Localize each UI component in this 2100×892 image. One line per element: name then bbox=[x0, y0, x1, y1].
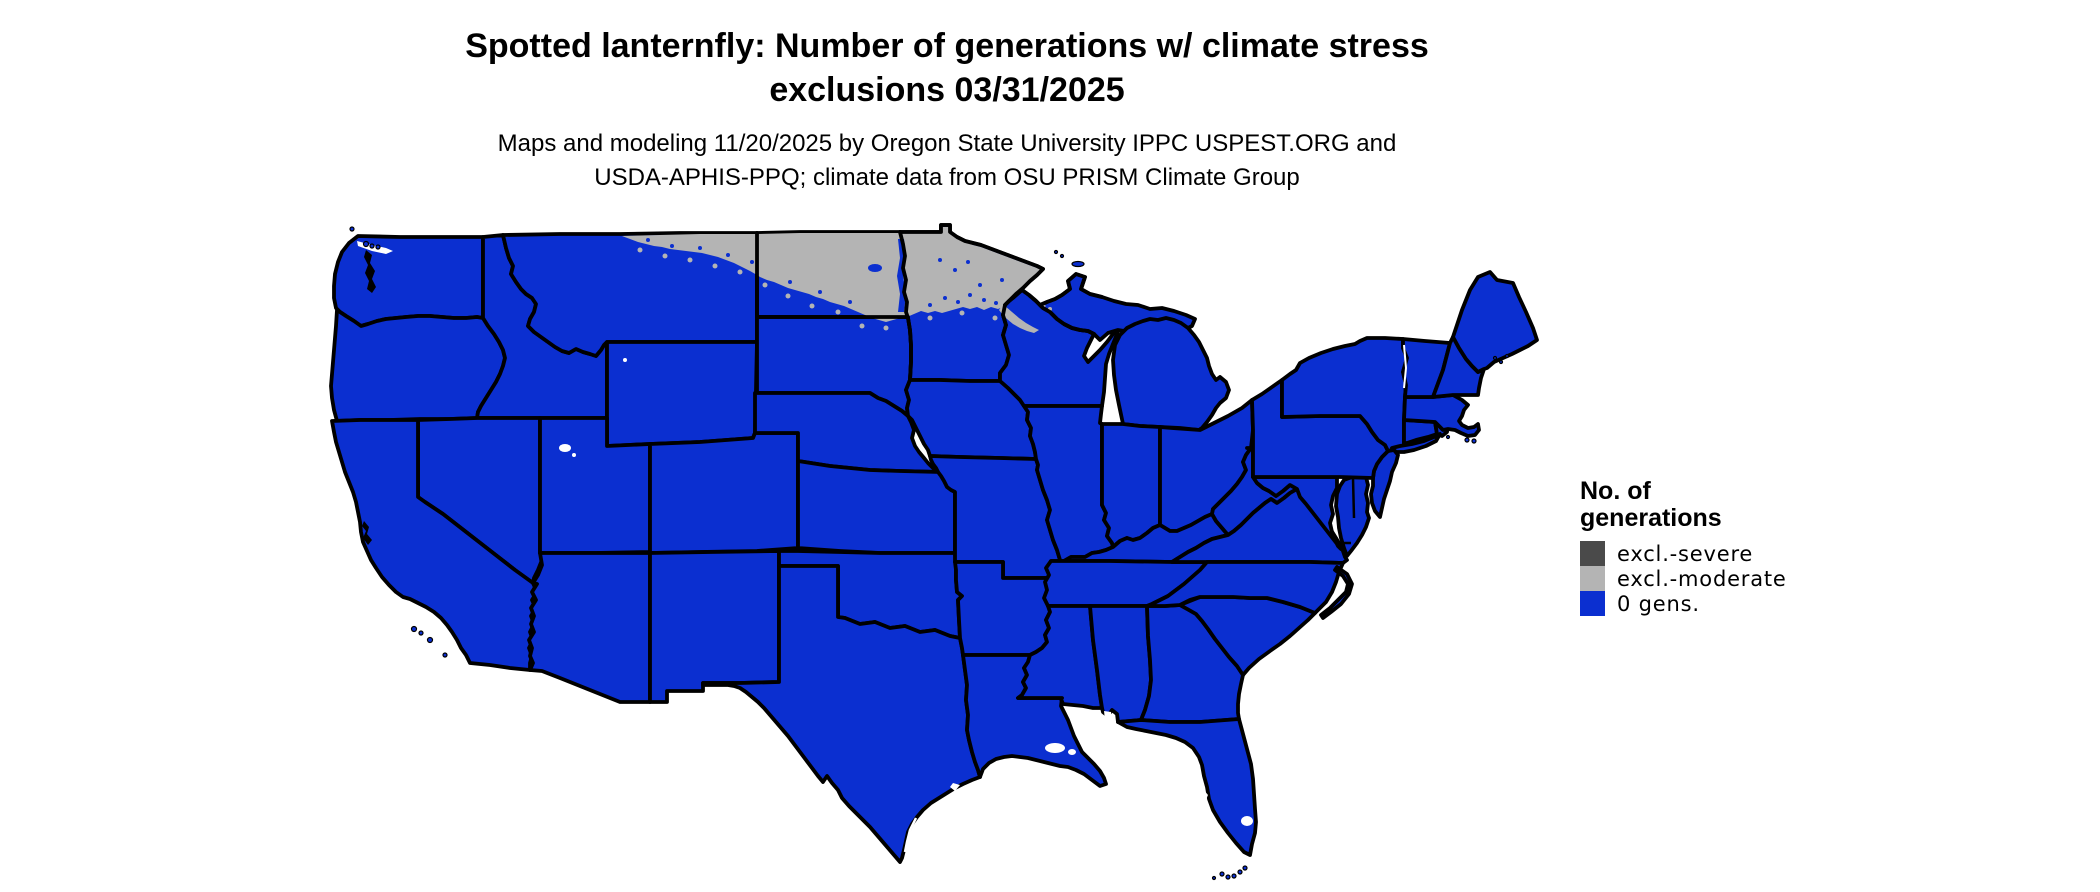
yellowstone-lake bbox=[623, 358, 627, 362]
state-washington bbox=[332, 234, 485, 328]
legend-title-line1: No. of bbox=[1580, 477, 1651, 505]
legend-item-zero-gens: 0 gens. bbox=[1580, 591, 1787, 616]
state-nebraska bbox=[753, 391, 942, 474]
marthas-vineyard bbox=[1464, 437, 1470, 443]
outer-banks bbox=[1319, 565, 1354, 620]
san-juan-islands bbox=[362, 240, 370, 248]
maine-islands bbox=[1492, 355, 1498, 361]
state-virginia bbox=[1170, 487, 1349, 565]
state-arizona bbox=[527, 551, 652, 704]
channel-islands bbox=[410, 625, 418, 633]
excl-severe-swatch bbox=[1580, 541, 1605, 566]
lake-pontchartrain bbox=[1045, 743, 1065, 753]
state-colorado bbox=[648, 431, 800, 555]
state-kansas bbox=[796, 459, 957, 555]
state-texas bbox=[701, 564, 982, 864]
great-salt-lake bbox=[559, 444, 571, 452]
lake-okeechobee bbox=[1241, 816, 1253, 826]
dark-water-blobs bbox=[362, 250, 376, 545]
legend-item-excl-severe: excl.-severe bbox=[1580, 541, 1787, 566]
tampa-bay bbox=[1201, 789, 1208, 802]
devils-lake bbox=[868, 264, 882, 272]
map-subtitle-line2: USDA-APHIS-PPQ; climate data from OSU PR… bbox=[594, 164, 1300, 191]
legend-title-line2: generations bbox=[1580, 504, 1722, 532]
legend: No. of generations excl.-severe excl.-mo… bbox=[1580, 478, 1787, 616]
san-francisco-bay bbox=[362, 521, 372, 545]
excl-moderate-label: excl.-moderate bbox=[1617, 566, 1787, 591]
zero-gens-label: 0 gens. bbox=[1617, 591, 1700, 616]
delaware-maryland-line bbox=[1351, 477, 1356, 519]
florida-keys bbox=[1219, 871, 1225, 877]
excl-moderate-swatch bbox=[1580, 566, 1605, 591]
excl-severe-label: excl.-severe bbox=[1617, 541, 1754, 566]
legend-item-excl-moderate: excl.-moderate bbox=[1580, 566, 1787, 591]
puget-sound bbox=[364, 250, 376, 293]
state-delmarva-peninsula bbox=[1334, 475, 1371, 558]
exclusion-moderate-layer bbox=[622, 227, 1052, 333]
nantucket bbox=[1471, 438, 1477, 444]
isle-royale bbox=[1071, 260, 1085, 268]
internal-border-lines bbox=[1340, 477, 1356, 545]
state-florida bbox=[1116, 717, 1258, 857]
galveston-bay bbox=[950, 783, 960, 791]
states-layer bbox=[329, 223, 1539, 864]
state-north-carolina bbox=[1145, 560, 1345, 615]
water-overlays bbox=[357, 241, 1408, 853]
laguna-madre bbox=[903, 817, 918, 853]
state-maryland bbox=[1251, 475, 1343, 551]
block-island bbox=[1445, 434, 1451, 440]
state-wyoming bbox=[605, 340, 759, 448]
exclusion-moderate-wisconsin bbox=[999, 306, 1039, 333]
map-title-line1: Spotted lanternfly: Number of generation… bbox=[465, 27, 1429, 65]
long-island bbox=[1390, 432, 1442, 454]
mobile-bay bbox=[1104, 711, 1113, 722]
state-new-mexico bbox=[648, 549, 781, 704]
northern-border-restroke bbox=[755, 223, 1104, 382]
state-massachusetts bbox=[1402, 393, 1481, 438]
vancouver-island-tip bbox=[349, 226, 355, 232]
islands bbox=[349, 226, 1510, 881]
state-michigan bbox=[1111, 316, 1231, 432]
lake-champlain bbox=[1403, 344, 1408, 389]
state-oregon bbox=[329, 308, 507, 423]
map-subtitle-line1: Maps and modeling 11/20/2025 by Oregon S… bbox=[497, 130, 1397, 157]
map-subtitle: Maps and modeling 11/20/2025 by Oregon S… bbox=[0, 127, 1894, 195]
zero-gens-swatch bbox=[1580, 591, 1605, 616]
state-california bbox=[330, 418, 539, 672]
exclusion-moderate-zone bbox=[622, 227, 1042, 322]
map-title: Spotted lanternfly: Number of generation… bbox=[0, 24, 1894, 112]
map-title-line2: exclusions 03/31/2025 bbox=[769, 71, 1125, 109]
legend-title: No. of generations bbox=[1580, 478, 1787, 532]
state-maine bbox=[1451, 270, 1539, 374]
